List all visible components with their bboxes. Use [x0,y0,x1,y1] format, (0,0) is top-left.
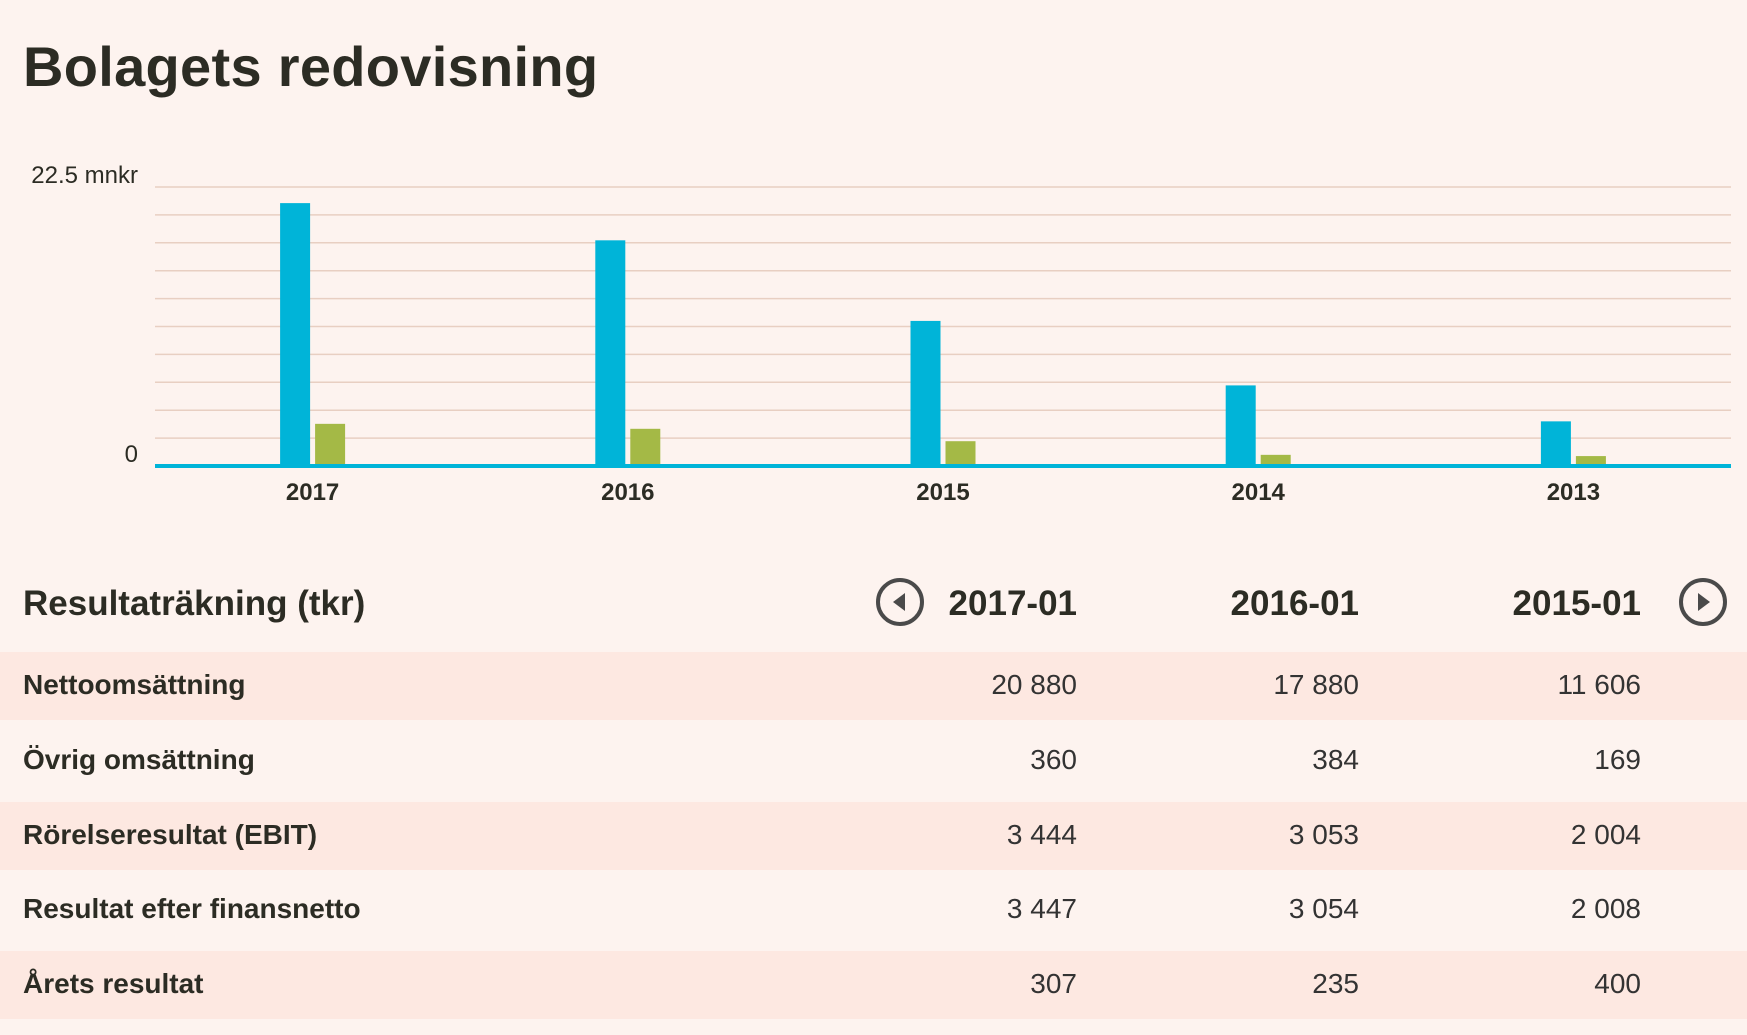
column-header: 2016-01 [1230,584,1359,623]
x-tick-label: 2015 [916,479,969,506]
row-value: 17 880 [1273,669,1359,700]
row-value: 2 004 [1570,819,1641,850]
chevron-right-circle-icon [1698,593,1710,611]
table-row: Årets resultat 307 235 400 [0,951,1747,1019]
row-label: Årets resultat [23,968,204,999]
column-header: 2017-01 [948,584,1077,623]
table-header: Resultaträkning (tkr) 2017-01 2016-01 20… [0,570,1747,640]
row-value: 3 053 [1288,819,1359,850]
row-label: Övrig omsättning [23,744,255,775]
row-label: Resultat efter finansnetto [23,893,361,924]
table-row: Övrig omsättning 360 384 169 [0,727,1747,795]
bar-2016-series-2 [630,428,661,466]
row-label: Nettoomsättning [23,669,246,700]
row-value: 2 008 [1570,893,1641,924]
table-row: Resultat efter finansnetto 3 447 3 054 2… [0,876,1747,944]
y-axis-zero-label: 0 [125,441,138,468]
column-header: 2015-01 [1512,584,1641,623]
row-value: 3 447 [1006,893,1077,924]
next-period-button[interactable] [1679,578,1727,626]
bar-2014-series-2 [1260,454,1291,466]
bar-2013-series-1 [1540,421,1571,466]
table-title: Resultaträkning (tkr) [23,584,366,623]
previous-period-button[interactable] [876,578,924,626]
bar-2017-series-2 [315,423,346,466]
chart-bars [280,203,1606,466]
row-value: 384 [1312,744,1359,775]
bar-2016-series-1 [595,240,626,466]
bar-2014-series-1 [1225,385,1256,466]
bar-2015-series-1 [910,320,941,466]
bar-2013-series-2 [1575,456,1606,466]
row-value: 20 880 [991,669,1077,700]
revenue-bar-chart: 22.5 mnkr 0 2017 2016 2015 2014 2013 [31,162,1731,506]
x-tick-label: 2017 [286,479,339,506]
page-title: Bolagets redovisning [23,35,599,98]
row-value: 235 [1312,968,1359,999]
row-label: Rörelseresultat (EBIT) [23,819,318,850]
row-value: 307 [1030,968,1077,999]
x-tick-label: 2016 [601,479,654,506]
table-row: Nettoomsättning 20 880 17 880 11 606 [0,652,1747,720]
chevron-left-circle-icon [893,593,905,611]
bar-2017-series-1 [280,203,311,466]
row-value: 360 [1030,744,1077,775]
table-row: Rörelseresultat (EBIT) 3 444 3 053 2 004 [0,802,1747,870]
row-value: 3 054 [1288,893,1359,924]
x-tick-label: 2014 [1232,479,1286,506]
x-axis-labels: 2017 2016 2015 2014 2013 [286,479,1600,506]
y-axis-max-label: 22.5 mnkr [31,162,138,189]
row-value: 400 [1594,968,1641,999]
x-tick-label: 2013 [1547,479,1600,506]
row-value: 3 444 [1006,819,1077,850]
chart-gridlines [155,186,1731,439]
row-value: 169 [1594,744,1641,775]
bar-2015-series-2 [945,441,976,466]
row-value: 11 606 [1557,669,1641,700]
